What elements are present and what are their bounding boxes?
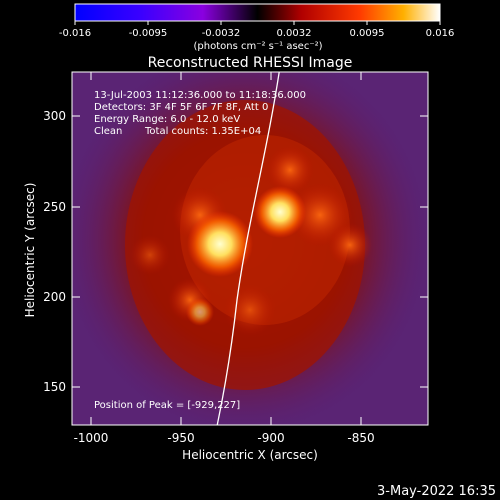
colorbar-frame [74,3,441,22]
info-total-counts: Total counts: 1.35E+04 [144,126,261,137]
peak-position-label: Position of Peak = [-929,227] [94,400,240,411]
colorbar-units: (photons cm⁻² s⁻¹ asec⁻²) [193,41,322,52]
plot-title: Reconstructed RHESSI Image [148,55,353,71]
peak-source [187,211,253,277]
info-time-range: 13-Jul-2003 11:12:36.000 to 11:18:36.000 [94,90,306,101]
colorbar-tick-label: 0.0095 [350,28,385,39]
info-detectors: Detectors: 3F 4F 5F 6F 7F 8F, Att 0 [94,102,268,113]
y-tick-label: 200 [43,290,66,304]
x-axis-label: Heliocentric X (arcsec) [182,448,318,462]
x-tick-label: -1000 [74,431,109,445]
y-axis-label: Heliocentric Y (arcsec) [23,183,37,318]
x-axis-ticks [90,72,362,425]
plot-frame [71,71,429,426]
colorbar-tick-label: -0.016 [59,28,91,39]
info-method: Clean [94,126,122,137]
x-tick-label: -950 [167,431,194,445]
colorbar [75,4,440,21]
y-tick-label: 300 [43,109,66,123]
x-tick-label: -900 [257,431,284,445]
info-energy-range: Energy Range: 6.0 - 12.0 keV [94,114,240,125]
timestamp: 3-May-2022 16:35 [377,484,496,499]
rhessi-image [72,72,428,425]
colorbar-tick-label: 0.016 [426,28,455,39]
y-axis-ticks [72,115,428,388]
colorbar-ticks [74,21,441,25]
x-tick-label: -850 [347,431,374,445]
y-tick-label: 250 [43,200,66,214]
colorbar-tick-label: -0.0095 [129,28,168,39]
solar-limb [216,72,280,425]
y-tick-label: 150 [43,380,66,394]
colorbar-tick-label: -0.0032 [202,28,241,39]
secondary-source [254,186,306,238]
colorbar-tick-label: 0.0032 [277,28,312,39]
